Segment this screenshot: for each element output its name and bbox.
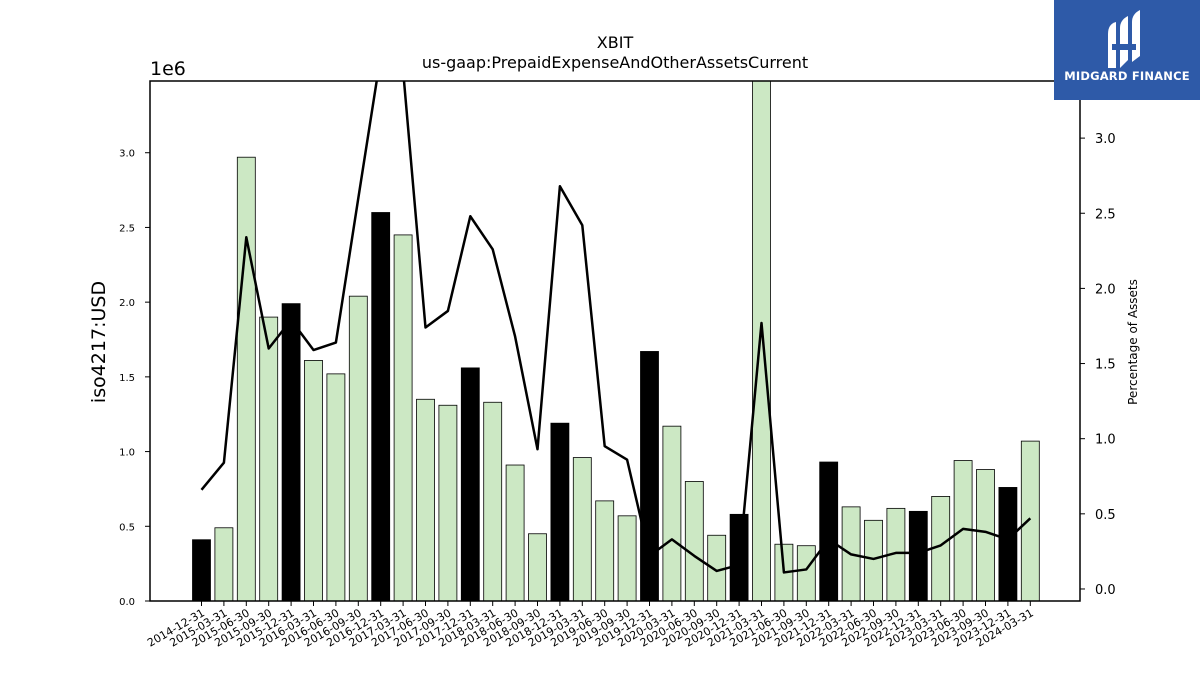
bar-2016-06-30 [326, 373, 346, 601]
midgard-logo-icon [1108, 10, 1140, 68]
bar-2022-06-30 [864, 519, 883, 601]
y-tick-label: 2.0 [119, 298, 135, 309]
bar-2016-12-31 [371, 212, 391, 601]
bar-2015-12-31 [281, 303, 301, 601]
plot-frame [149, 80, 1081, 602]
y-tick-label: 3.0 [119, 149, 135, 160]
bar-2018-12-31 [550, 422, 570, 601]
bar-2019-12-31 [640, 351, 659, 601]
bar-2021-12-31 [819, 461, 839, 601]
bar-2017-12-31 [460, 367, 480, 601]
bar-2017-09-30 [438, 404, 458, 601]
y2-tick-label: 0.5 [1095, 508, 1116, 523]
y2-tick-label: 3.0 [1095, 132, 1116, 147]
bar-2019-06-30 [595, 500, 615, 601]
bar-2015-09-30 [259, 316, 279, 601]
y-axis-left: 0.0 0.5 1.0 1.5 2.0 2.5 3.0 [119, 149, 150, 608]
y2-tick-label: 2.0 [1095, 282, 1116, 297]
bar-2018-06-30 [505, 464, 525, 601]
chart-title: XBIT [597, 33, 634, 52]
bar-group [192, 81, 1040, 601]
bar-2018-03-31 [483, 401, 503, 601]
y-axis-right: 0.0 0.5 1.0 1.5 2.0 2.5 3.0 [1080, 132, 1116, 598]
bar-2022-12-31 [908, 510, 928, 601]
bar-2019-09-30 [617, 515, 637, 601]
y2-tick-label: 2.5 [1095, 207, 1116, 222]
chart-subtitle: us-gaap:PrepaidExpenseAndOtherAssetsCurr… [422, 53, 808, 72]
bar-2021-03-31 [752, 81, 771, 601]
bar-2019-03-31 [572, 457, 592, 601]
bar-2020-03-31 [662, 425, 682, 601]
plot-area [192, 81, 1040, 601]
logo-name: MIDGARD FINANCE [1064, 69, 1190, 83]
bar-2015-06-30 [236, 156, 256, 601]
y-tick-label: 0.5 [119, 522, 135, 533]
bar-2016-09-30 [348, 295, 368, 601]
y-tick-label: 1.0 [119, 448, 135, 459]
y2-tick-label: 0.0 [1095, 583, 1116, 598]
bar-2023-12-31 [998, 487, 1018, 601]
percentage-line [200, 81, 1032, 574]
bar-2017-03-31 [393, 234, 413, 601]
y-axis-label: iso4217:USD [88, 281, 110, 403]
y-offset-label: 1e6 [150, 58, 186, 80]
bar-2016-03-31 [304, 360, 323, 601]
bar-2020-06-30 [684, 481, 704, 601]
midgard-finance-logo: MIDGARD FINANCE [1054, 0, 1200, 100]
bar-2014-12-31 [192, 539, 211, 601]
y2-tick-label: 1.5 [1095, 358, 1116, 373]
bar-2021-09-30 [796, 545, 816, 601]
y-tick-label: 2.5 [119, 223, 135, 234]
bar-2024-03-31 [1020, 440, 1040, 601]
y-tick-label: 0.0 [119, 597, 135, 608]
bar-2018-09-30 [528, 533, 547, 601]
x-axis: 2014-12-312015-03-312015-06-302015-09-30… [145, 601, 1036, 650]
bar-2017-06-30 [416, 398, 435, 601]
y2-tick-label: 1.0 [1095, 433, 1116, 448]
y-tick-label: 1.5 [119, 373, 135, 384]
bar-2015-03-31 [214, 527, 234, 601]
y2-axis-label: Percentage of Assets [1126, 279, 1140, 405]
